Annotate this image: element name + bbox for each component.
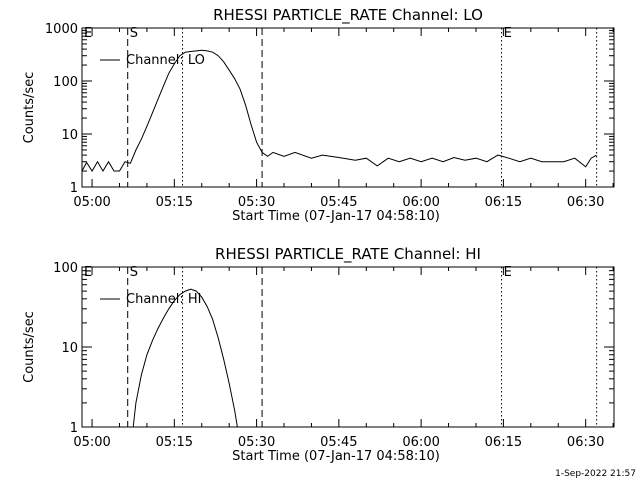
legend-label: Channel: LO — [126, 53, 205, 68]
y-tick-label: 1000 — [45, 22, 78, 37]
x-tick-label: 05:15 — [156, 435, 193, 450]
y-tick-label: 1 — [70, 181, 78, 196]
chart-title: RHESSI PARTICLE_RATE Channel: HI — [215, 245, 481, 264]
plot-frame — [81, 27, 615, 188]
event-marker-label: S — [130, 265, 138, 280]
x-tick-label: 06:30 — [567, 435, 604, 450]
event-marker-label: E — [504, 26, 512, 41]
x-axis-label: Start Time (07-Jan-17 04:58:10) — [232, 449, 440, 464]
y-tick-label: 100 — [53, 261, 78, 276]
x-tick-label: 06:00 — [402, 195, 439, 210]
y-tick-label: 10 — [61, 128, 78, 143]
plot-frame — [81, 266, 615, 428]
x-tick-label: 06:15 — [485, 435, 522, 450]
x-tick-label: 05:15 — [156, 195, 193, 210]
event-marker-label: E — [504, 265, 512, 280]
panel-hi: RHESSI PARTICLE_RATE Channel: HI 05:00 05:… — [22, 245, 615, 464]
x-tick-label: 05:30 — [238, 435, 275, 450]
footer-stamp: 1-Sep-2022 21:57 — [555, 469, 636, 479]
y-axis-label: Counts/sec — [22, 311, 37, 383]
y-tick-label: 1 — [70, 421, 78, 436]
x-tick-label: 06:15 — [485, 195, 522, 210]
y-axis-label: Counts/sec — [22, 72, 37, 144]
series-line-0 — [81, 49, 597, 172]
event-marker-label: S — [130, 26, 138, 41]
x-tick-label: 05:00 — [73, 435, 110, 450]
y-tick-label: 100 — [53, 75, 78, 90]
x-tick-label: 06:30 — [567, 195, 604, 210]
x-tick-label: 06:00 — [402, 435, 439, 450]
legend-label: Channel: HI — [126, 292, 202, 307]
series-line-0 — [132, 288, 238, 428]
x-axis-label: Start Time (07-Jan-17 04:58:10) — [232, 209, 440, 224]
x-tick-label: 05:45 — [320, 195, 357, 210]
chart-title: RHESSI PARTICLE_RATE Channel: LO — [213, 6, 483, 25]
panel-lo: RHESSI PARTICLE_RATE Channel: LO 05:00 05:… — [22, 6, 615, 224]
event-marker-label: E — [84, 26, 92, 41]
event-marker-label: E — [84, 265, 92, 280]
y-tick-label: 10 — [61, 341, 78, 356]
x-tick-label: 05:30 — [238, 195, 275, 210]
x-tick-label: 05:45 — [320, 435, 357, 450]
x-tick-label: 05:00 — [73, 195, 110, 210]
